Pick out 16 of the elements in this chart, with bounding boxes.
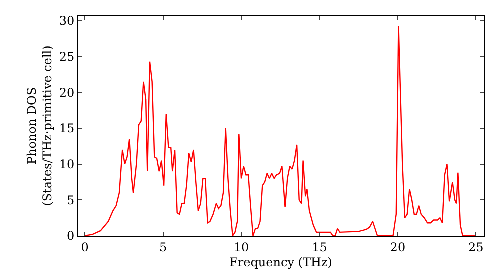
y-tick-label: 0 [66, 229, 75, 244]
y-tick-label: 10 [59, 158, 75, 172]
x-tick-label: 10 [234, 240, 250, 254]
line-series [84, 25, 477, 236]
y-axis-title: Phonon DOS (States/THz·primitive cell) [25, 46, 55, 206]
y-tick-label: 25 [59, 50, 75, 64]
x-tick-label: 5 [159, 240, 168, 254]
y-tick-label: 30 [59, 14, 75, 28]
x-tick-label: 20 [390, 240, 406, 254]
x-axis-title: Frequency (THz) [230, 255, 332, 270]
y-tick-label: 20 [59, 86, 75, 100]
x-tick-label: 15 [312, 240, 328, 254]
x-tick-label: 0 [81, 240, 89, 254]
y-tick-label: 15 [59, 122, 75, 136]
x-tick-label: 25 [468, 240, 484, 254]
y-tick-label: 5 [66, 193, 75, 208]
